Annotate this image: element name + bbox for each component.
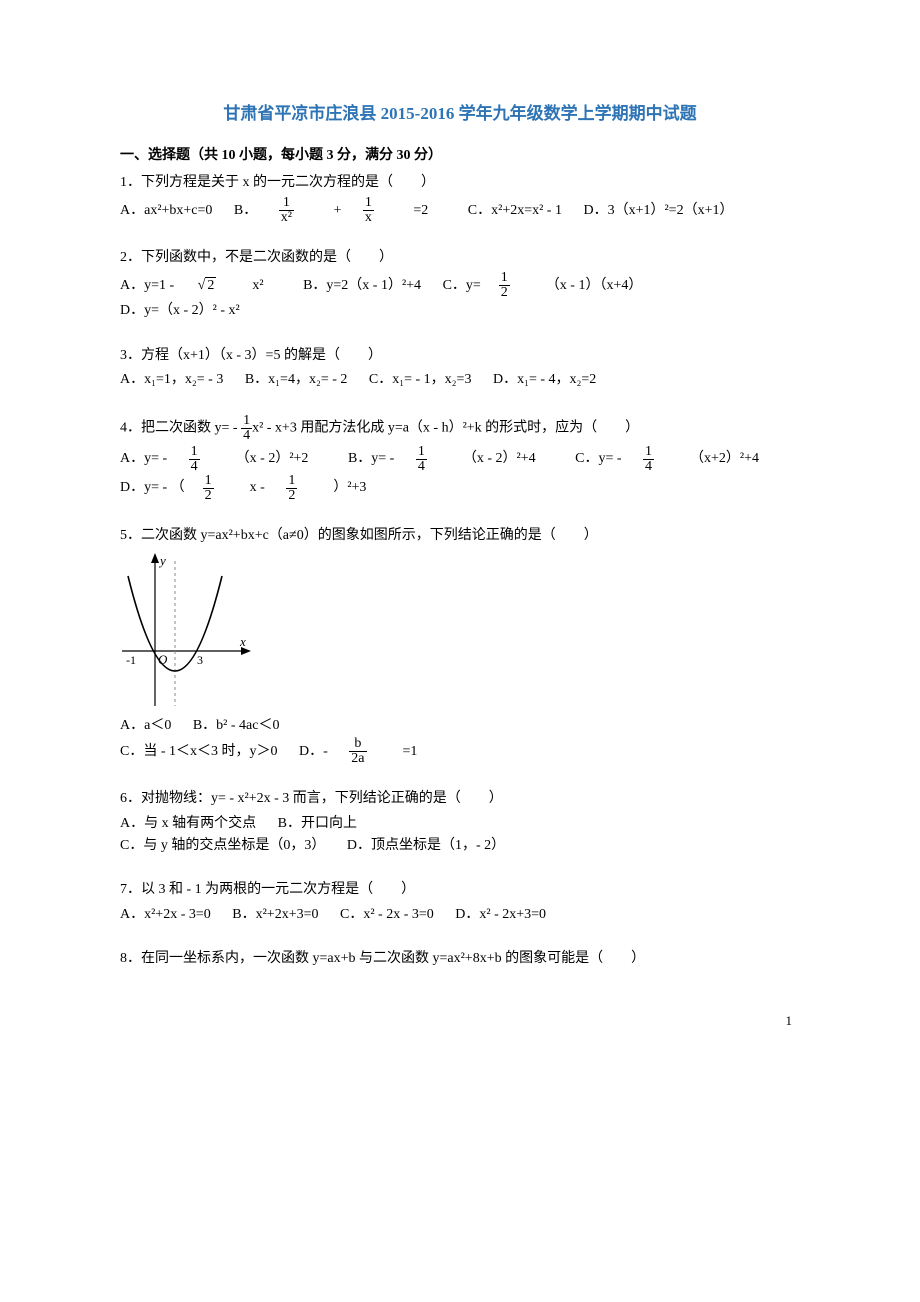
q6-opt-A: A．与 x 轴有两个交点 bbox=[120, 816, 256, 831]
q1-opt-B: B． 1x² + 1x =2 bbox=[234, 203, 450, 218]
x-intercept-left: -1 bbox=[126, 653, 136, 667]
q1-B-frac1: 1x² bbox=[279, 196, 312, 225]
q5-opt-B: B．b² - 4ac＜0 bbox=[193, 718, 280, 733]
q5-D-frac: b2a bbox=[349, 737, 384, 766]
q5-opt-C: C．当 - 1＜x＜3 时，y＞0 bbox=[120, 744, 278, 759]
y-axis-label: y bbox=[158, 553, 166, 568]
q2-opt-D: D．y=（x - 2）² - x² bbox=[120, 303, 240, 318]
q6-opt-B: B．开口向上 bbox=[278, 816, 357, 831]
page-number: 1 bbox=[120, 1011, 800, 1032]
question-6: 6．对抛物线：y= - x²+2x - 3 而言，下列结论正确的是（ ） A．与… bbox=[120, 788, 800, 857]
q3-options: A．x₁=1，x₂= - 3 B．x₁=4，x₂= - 2 C．x₁= - 1，… bbox=[120, 369, 800, 391]
q4-options: A．y= - 14（x - 2）²+2 B．y= - 14（x - 2）²+4 … bbox=[120, 445, 800, 503]
q2-opt-A: A．y=1 - √2x² bbox=[120, 278, 285, 293]
q2-opt-C: C．y=12（x - 1）（x+4） bbox=[443, 278, 661, 293]
section-header: 一、选择题（共 10 小题，每小题 3 分，满分 30 分） bbox=[120, 145, 800, 167]
q5-text: 5．二次函数 y=ax²+bx+c（a≠0）的图象如图所示，下列结论正确的是（ … bbox=[120, 525, 800, 547]
q2-opt-B: B．y=2（x - 1）²+4 bbox=[303, 278, 421, 293]
x-axis-label: x bbox=[239, 634, 246, 649]
q7-text: 7．以 3 和 - 1 为两根的一元二次方程是（ ） bbox=[120, 879, 800, 901]
q5-opt-D: D．- b2a=1 bbox=[299, 744, 435, 759]
q7-opt-D: D．x² - 2x+3=0 bbox=[455, 907, 546, 922]
origin-label: O bbox=[158, 652, 168, 667]
q3-opt-C: C．x₁= - 1，x₂=3 bbox=[369, 372, 472, 387]
q4-opt-D: D．y= - （12x - 12）²+3 bbox=[120, 480, 384, 495]
q4-text-frac: 14 bbox=[241, 414, 252, 443]
q5-options: A．a＜0 B．b² - 4ac＜0 C．当 - 1＜x＜3 时，y＞0 D．-… bbox=[120, 715, 800, 766]
question-2: 2．下列函数中，不是二次函数的是（ ） A．y=1 - √2x² B．y=2（x… bbox=[120, 247, 800, 323]
q2-C-frac: 12 bbox=[499, 271, 528, 300]
page-title: 甘肃省平凉市庄浪县 2015-2016 学年九年级数学上学期期中试题 bbox=[120, 100, 800, 127]
q7-options: A．x²+2x - 3=0 B．x²+2x+3=0 C．x² - 2x - 3=… bbox=[120, 904, 800, 926]
x-intercept-right: 3 bbox=[197, 653, 203, 667]
q1-text: 1．下列方程是关于 x 的一元二次方程的是（ ） bbox=[120, 172, 800, 194]
q6-opt-D: D．顶点坐标是（1，- 2） bbox=[347, 838, 505, 853]
q5-graph: y x O -1 3 bbox=[120, 551, 255, 711]
q1-opt-D: D．3（x+1）²=2（x+1） bbox=[583, 203, 733, 218]
q2-options: A．y=1 - √2x² B．y=2（x - 1）²+4 C．y=12（x - … bbox=[120, 271, 800, 322]
q7-opt-A: A．x²+2x - 3=0 bbox=[120, 907, 211, 922]
question-8: 8．在同一坐标系内，一次函数 y=ax+b 与二次函数 y=ax²+8x+b 的… bbox=[120, 948, 800, 970]
q4-opt-A: A．y= - 14（x - 2）²+2 bbox=[120, 451, 326, 466]
q6-options: A．与 x 轴有两个交点 B．开口向上 C．与 y 轴的交点坐标是（0，3） D… bbox=[120, 813, 800, 858]
question-3: 3．方程（x+1）（x - 3）=5 的解是（ ） A．x₁=1，x₂= - 3… bbox=[120, 345, 800, 392]
q7-opt-B: B．x²+2x+3=0 bbox=[232, 907, 318, 922]
q4-opt-B: B．y= - 14（x - 2）²+4 bbox=[348, 451, 554, 466]
q7-opt-C: C．x² - 2x - 3=0 bbox=[340, 907, 434, 922]
question-1: 1．下列方程是关于 x 的一元二次方程的是（ ） A．ax²+bx+c=0 B．… bbox=[120, 172, 800, 225]
q6-text: 6．对抛物线：y= - x²+2x - 3 而言，下列结论正确的是（ ） bbox=[120, 788, 800, 810]
q2-text: 2．下列函数中，不是二次函数的是（ ） bbox=[120, 247, 800, 269]
q1-opt-C: C．x²+2x=x² - 1 bbox=[468, 203, 562, 218]
sqrt-icon: √2 bbox=[196, 275, 235, 297]
q3-opt-B: B．x₁=4，x₂= - 2 bbox=[245, 372, 348, 387]
q5-opt-A: A．a＜0 bbox=[120, 718, 171, 733]
question-5: 5．二次函数 y=ax²+bx+c（a≠0）的图象如图所示，下列结论正确的是（ … bbox=[120, 525, 800, 767]
q4-text: 4．把二次函数 y= - 14x² - x+3 用配方法化成 y=a（x - h… bbox=[120, 414, 800, 443]
q3-text: 3．方程（x+1）（x - 3）=5 的解是（ ） bbox=[120, 345, 800, 367]
q3-opt-D: D．x₁= - 4，x₂=2 bbox=[493, 372, 596, 387]
question-7: 7．以 3 和 - 1 为两根的一元二次方程是（ ） A．x²+2x - 3=0… bbox=[120, 879, 800, 926]
q4-opt-C: C．y= - 14（x+2）²+4 bbox=[575, 451, 777, 466]
q1-B-frac2: 1x bbox=[363, 196, 392, 225]
q6-opt-C: C．与 y 轴的交点坐标是（0，3） bbox=[120, 838, 325, 853]
q3-opt-A: A．x₁=1，x₂= - 3 bbox=[120, 372, 223, 387]
question-4: 4．把二次函数 y= - 14x² - x+3 用配方法化成 y=a（x - h… bbox=[120, 414, 800, 503]
q1-B-prefix: B． bbox=[234, 203, 257, 218]
q8-text: 8．在同一坐标系内，一次函数 y=ax+b 与二次函数 y=ax²+8x+b 的… bbox=[120, 948, 800, 970]
q1-opt-A: A．ax²+bx+c=0 bbox=[120, 203, 212, 218]
q1-options: A．ax²+bx+c=0 B． 1x² + 1x =2 C．x²+2x=x² -… bbox=[120, 196, 800, 225]
